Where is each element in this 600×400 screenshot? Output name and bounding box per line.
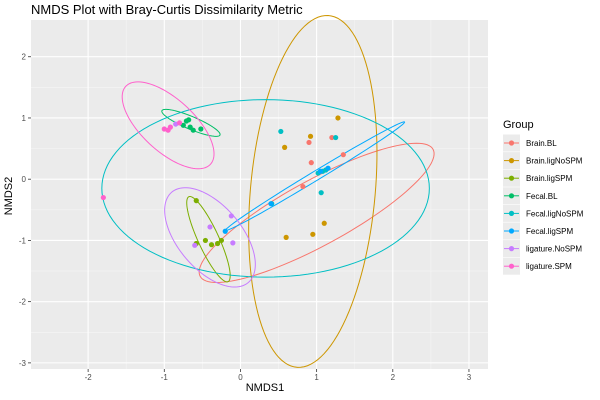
plot-panel [31, 20, 488, 369]
point-Fecal.BL [180, 122, 186, 128]
x-tick-label: 1 [314, 373, 319, 382]
legend-key-point [508, 210, 515, 216]
point-Brain.BL [308, 160, 314, 166]
ellipse-layer [101, 15, 435, 368]
x-tick-label: 2 [391, 373, 396, 382]
point-ligature.NoSPM [207, 224, 213, 230]
point-Brain.ligSPM [208, 242, 215, 248]
point-Brain.ligNoSPM [282, 144, 288, 150]
point-Fecal.ligNoSPM [278, 128, 284, 135]
point-ligature.NoSPM [192, 242, 198, 248]
point-Brain.ligNoSPM [335, 115, 341, 121]
point-Fecal.BL [198, 126, 204, 132]
legend-label: Fecal.ligNoSPM [526, 209, 584, 218]
legend: Group Brain.BL Brain.ligNoSPM Brain.ligSPM… [503, 119, 584, 275]
ellipse-Brain.BL [198, 142, 435, 284]
panel-background [31, 20, 488, 369]
point-layer [100, 115, 346, 248]
point-Brain.ligSPM [215, 240, 221, 247]
y-tick-label: -3 [19, 359, 27, 368]
point-Brain.ligNoSPM [310, 231, 316, 237]
point-Brain.BL [329, 134, 335, 141]
point-Fecal.BL [186, 117, 192, 123]
x-tick-label: -2 [85, 373, 93, 382]
legend-label: Brain.ligSPM [526, 174, 573, 183]
point-Brain.ligSPM [202, 237, 209, 244]
axis-layer: -2 -1 0 1 2 3 -3 -2 -1 0 1 2 [19, 53, 472, 382]
legend-key-point [508, 140, 515, 146]
legend-key-point [508, 158, 515, 164]
legend-key-point [508, 263, 515, 269]
legend-key-point [508, 193, 515, 199]
ellipse-Fecal.ligNoSPM [101, 99, 430, 278]
point-Fecal.ligNoSPM [318, 190, 324, 196]
legend-label: ligature.NoSPM [526, 245, 582, 254]
legend-label: Brain.ligNoSPM [526, 157, 583, 166]
chart-title: NMDS Plot with Bray-Curtis Dissimilarity… [31, 2, 303, 17]
point-Brain.ligSPM [218, 237, 225, 244]
y-tick-label: 1 [22, 114, 27, 123]
x-axis-title: NMDS1 [246, 382, 285, 394]
legend-label: Brain.BL [526, 139, 557, 148]
point-Fecal.ligNoSPM [333, 134, 339, 141]
x-tick-label: 0 [238, 373, 243, 382]
y-axis-title: NMDS2 [3, 177, 15, 216]
point-Brain.BL [300, 183, 306, 190]
point-Brain.ligNoSPM [307, 133, 314, 139]
legend-label: Fecal.BL [526, 192, 558, 201]
legend-label: Fecal.ligSPM [526, 227, 573, 236]
y-tick-label: 0 [22, 175, 27, 184]
ellipse-Fecal.BL [161, 108, 221, 137]
ellipse-Brain.ligNoSPM [248, 15, 378, 368]
legend-key-point [508, 228, 515, 234]
point-Fecal.ligSPM [317, 168, 324, 174]
y-tick-label: -1 [19, 236, 27, 245]
point-Brain.BL [306, 139, 312, 146]
point-Brain.ligNoSPM [283, 234, 289, 240]
point-Brain.BL [340, 152, 346, 158]
point-ligature.SPM [100, 194, 106, 201]
ellipse-Brain.ligSPM [186, 196, 231, 283]
point-ligature.SPM [165, 127, 171, 133]
point-Fecal.ligSPM [325, 165, 331, 171]
y-tick-label: 2 [22, 53, 27, 62]
point-ligature.NoSPM [228, 213, 234, 219]
point-ligature.NoSPM [230, 240, 236, 246]
point-Fecal.ligSPM [268, 201, 274, 207]
x-tick-label: -1 [161, 373, 169, 382]
legend-title: Group [503, 119, 534, 131]
ellipse-ligature.NoSPM [164, 187, 256, 288]
legend-key-point [508, 175, 515, 181]
point-ligature.SPM [176, 120, 183, 126]
point-Brain.ligNoSPM [321, 220, 327, 226]
legend-label: ligature.SPM [526, 262, 572, 271]
ellipse-ligature.SPM [121, 81, 215, 170]
legend-key-point [508, 246, 515, 252]
point-Brain.ligSPM [193, 198, 199, 204]
y-tick-label: -2 [19, 298, 27, 307]
point-Fecal.ligSPM [222, 228, 228, 234]
point-Fecal.BL [190, 127, 196, 133]
x-tick-label: 3 [467, 373, 472, 382]
